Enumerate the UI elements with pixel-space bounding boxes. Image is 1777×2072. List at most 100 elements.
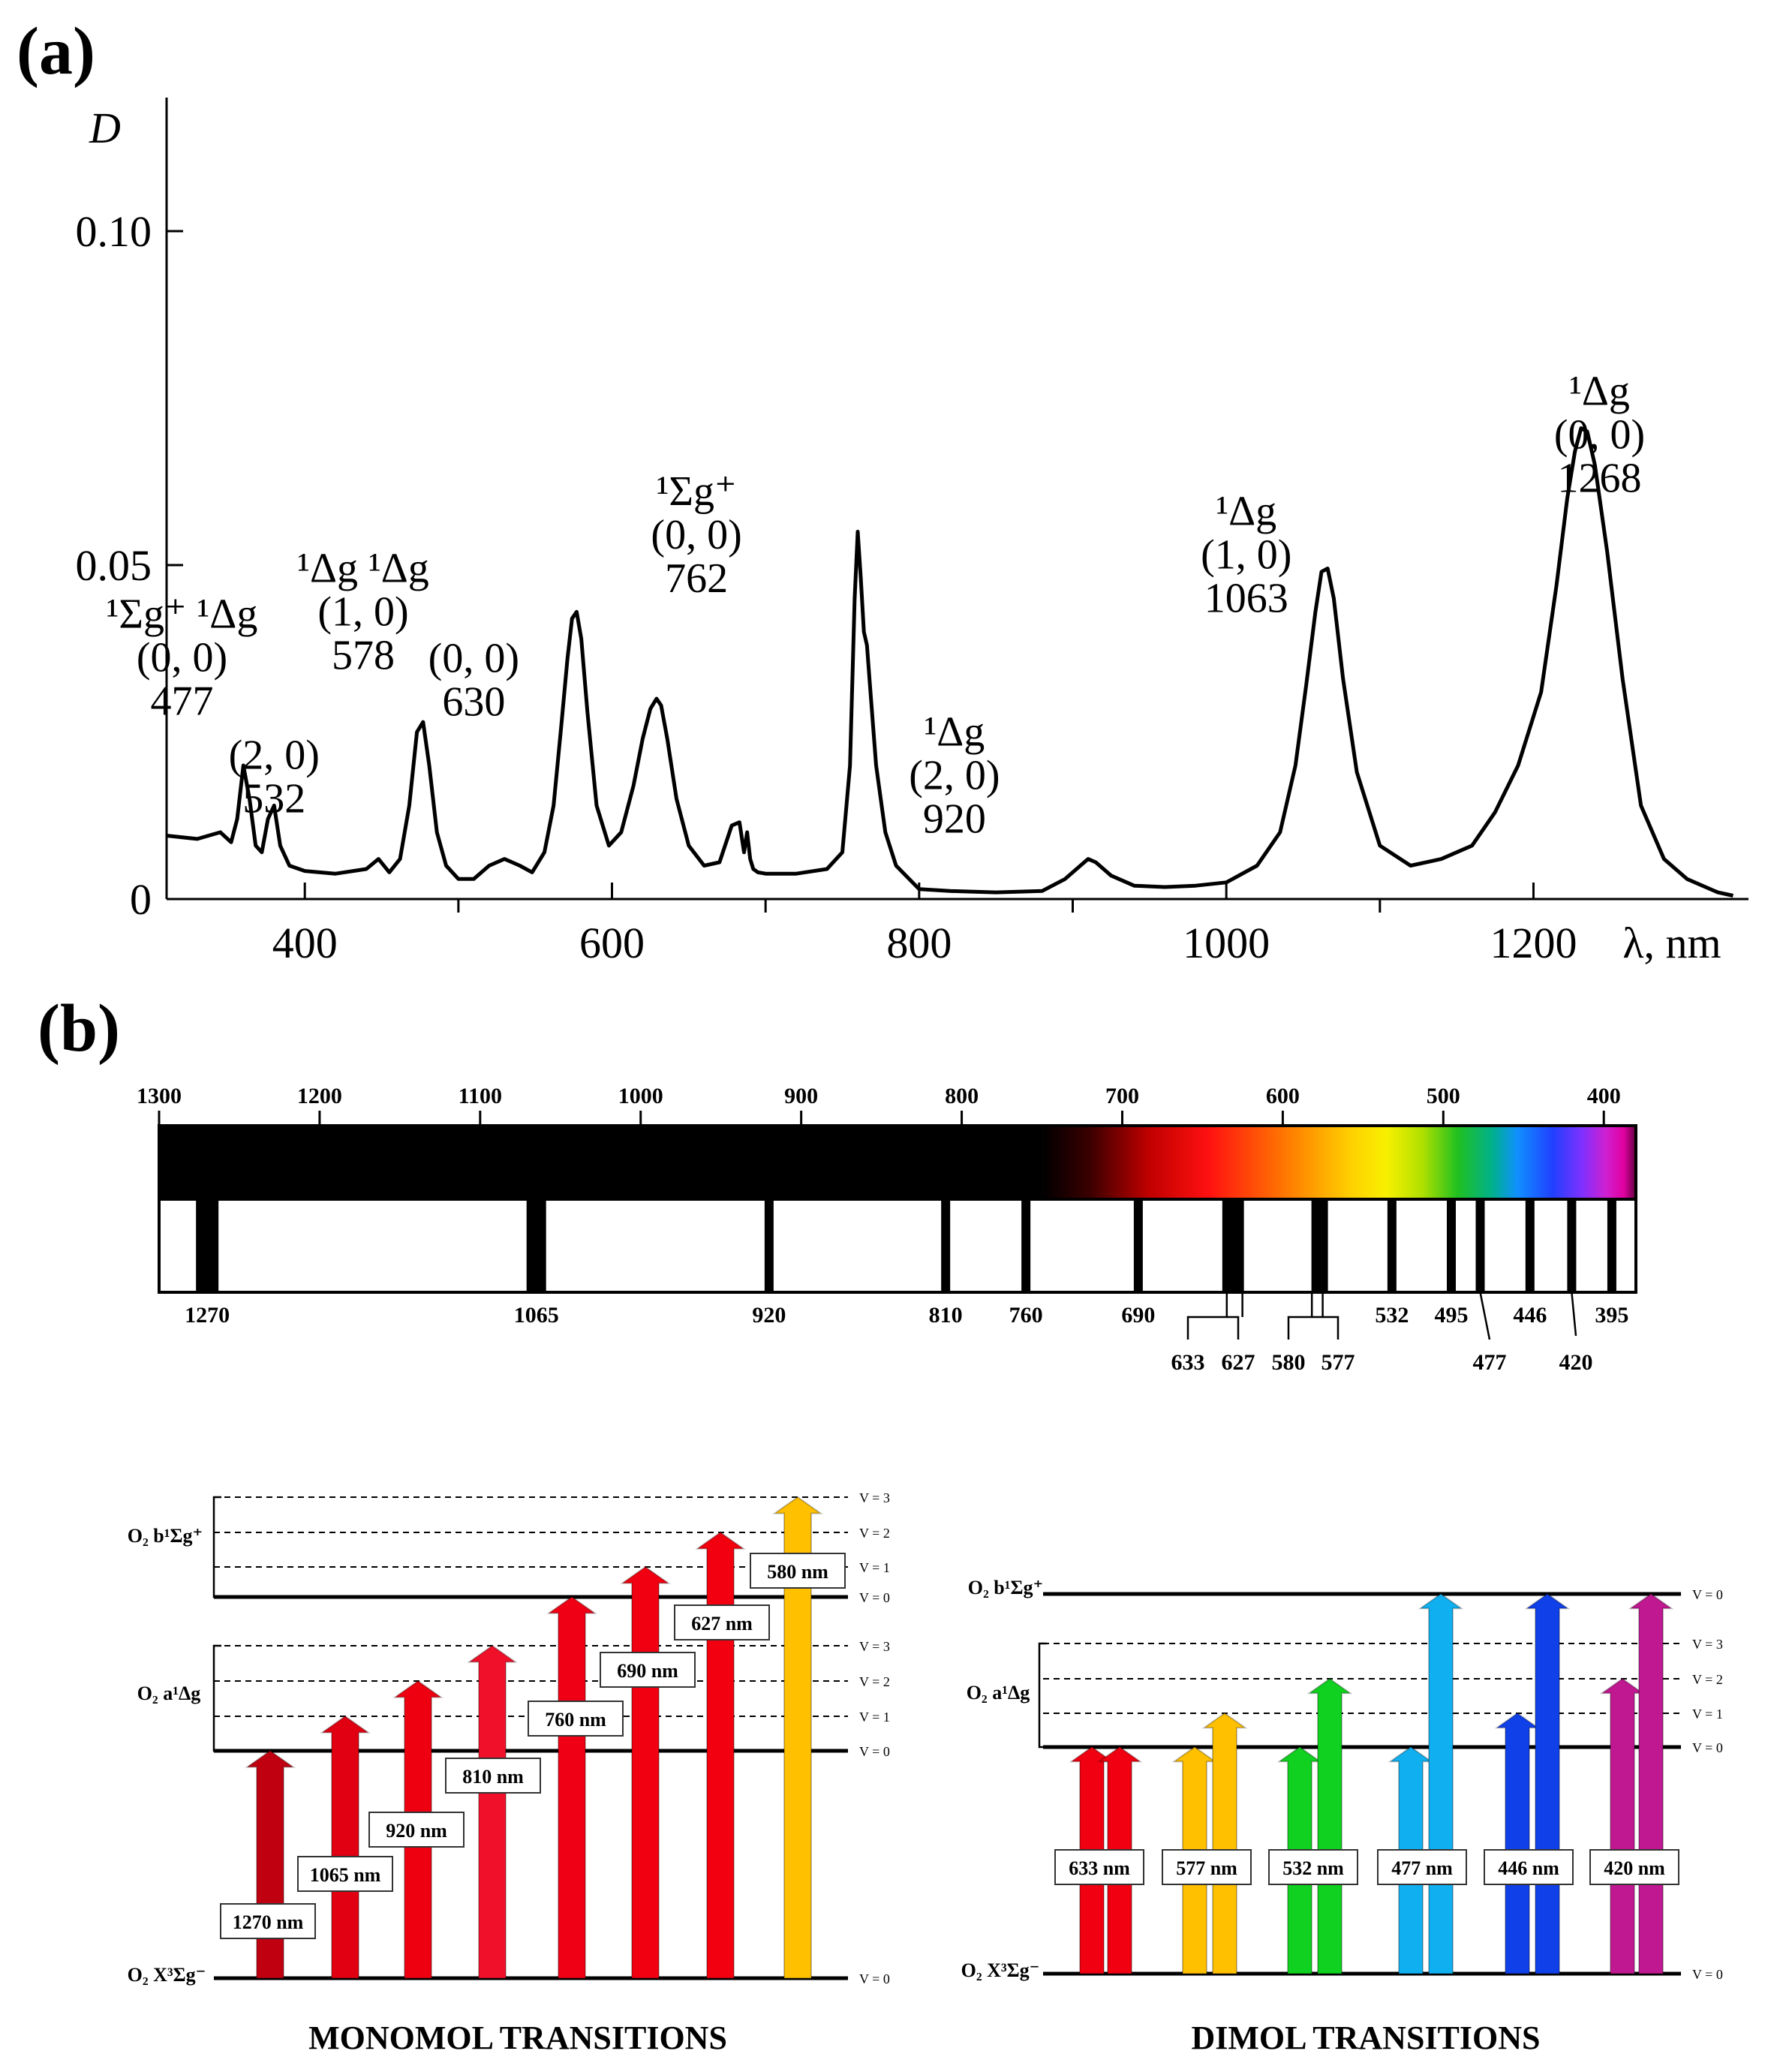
monomol-diagram: O₂ b¹Σg⁺ O₂ a¹Δg O₂ X³Σg⁻ V = 3 V = 2 V = 1 V … <box>128 1490 890 1986</box>
level-label: O₂ a¹Δg <box>137 1683 201 1704</box>
wavelength-label: 1270 nm <box>233 1911 304 1933</box>
wavelength-label: 420 nm <box>1604 1857 1665 1879</box>
x-tick-label: 1000 <box>1183 919 1270 967</box>
annotation-line: ¹Σg⁺ <box>657 468 737 515</box>
line-label: 532 <box>1375 1303 1409 1328</box>
peak-annotation: ¹Δg ¹Δg(1, 0)578 <box>297 545 429 678</box>
transition-arrow <box>320 1715 371 1979</box>
transition-arrow <box>695 1531 746 1979</box>
annotation-line: (1, 0) <box>317 588 408 635</box>
emission-line <box>526 1199 546 1292</box>
level-label: O₂ b¹Σg⁺ <box>968 1577 1044 1598</box>
wavelength-label: 810 nm <box>462 1766 524 1788</box>
line-label: 420 <box>1559 1350 1593 1375</box>
annotation-line: ¹Δg <box>1216 489 1276 535</box>
vibrational-label: V = 2 <box>1692 1672 1723 1687</box>
vibrational-label: V = 3 <box>859 1490 890 1505</box>
line-label: 580 <box>1272 1350 1306 1375</box>
label-leader <box>1571 1292 1577 1337</box>
y-tick-label: 0.10 <box>76 207 152 256</box>
scale-label: 1300 <box>137 1084 182 1108</box>
annotation-line: 1268 <box>1557 455 1641 501</box>
line-label: 810 <box>929 1303 963 1328</box>
bar-frame <box>158 1124 1637 1294</box>
level-label: O₂ X³Σg⁻ <box>128 1964 206 1986</box>
emission-line <box>1234 1199 1244 1292</box>
annotation-line: ¹Δg <box>1569 368 1630 414</box>
emission-line <box>1387 1199 1397 1292</box>
emission-line <box>1021 1199 1031 1292</box>
emission-line <box>1311 1199 1328 1292</box>
line-label: 477 <box>1473 1350 1507 1375</box>
label-leader <box>1479 1292 1491 1340</box>
dimol-title: DIMOL TRANSITIONS <box>1192 2019 1541 2056</box>
wavelength-box <box>674 1604 770 1640</box>
monomol-title: MONOMOL TRANSITIONS <box>308 2019 727 2056</box>
line-label: 577 <box>1321 1350 1355 1375</box>
label-bracket <box>1186 1292 1243 1340</box>
transition-arrow <box>1599 1677 1646 1974</box>
peak-annotation: ¹Σg⁺(0, 0)762 <box>651 468 741 602</box>
wavelength-box <box>750 1553 846 1589</box>
absorption-chart: 0 0.05 0.10 D 400 600 800 1000 1200 λ, nm ¹Σg⁺ ¹Δg… <box>76 98 1748 967</box>
panel-label-b: (b) <box>38 991 120 1066</box>
panel-label-a: (a) <box>17 14 95 89</box>
wavelength-label: 690 nm <box>617 1660 678 1682</box>
wavelength-label: 577 nm <box>1176 1857 1237 1879</box>
annotation-line: 578 <box>332 632 395 678</box>
annotation-line: 920 <box>923 795 986 842</box>
x-axis-label: λ, nm <box>1622 919 1721 967</box>
y-tick-label: 0 <box>130 875 152 924</box>
annotation-line: 630 <box>442 678 505 725</box>
annotation-line: (0, 0) <box>1554 411 1645 458</box>
line-box <box>158 1198 1637 1294</box>
scale-label: 400 <box>1587 1084 1621 1108</box>
line-label: 633 <box>1171 1350 1205 1375</box>
vibrational-label: V = 0 <box>859 1971 890 1986</box>
annotation-line: (1, 0) <box>1201 532 1291 579</box>
scale-label: 800 <box>945 1084 979 1108</box>
wavelength-label: 633 nm <box>1069 1857 1130 1879</box>
emission-line <box>941 1199 951 1292</box>
peak-annotation: (2, 0)532 <box>229 732 320 822</box>
vibrational-label: V = 0 <box>859 1744 890 1759</box>
wavelength-box <box>368 1812 465 1848</box>
vibrational-label: V = 2 <box>859 1526 890 1541</box>
transition-arrow <box>1524 1592 1571 1974</box>
level-brace <box>1038 1642 1047 1749</box>
line-label: 690 <box>1121 1303 1155 1328</box>
level-label: O₂ X³Σg⁻ <box>961 1959 1040 1981</box>
wavelength-label: 477 nm <box>1391 1857 1453 1879</box>
scale-label: 600 <box>1266 1084 1300 1108</box>
x-tick-label: 1200 <box>1490 919 1577 967</box>
wavelength-box <box>1162 1849 1252 1885</box>
annotation-line: (0, 0) <box>428 635 519 681</box>
annotation-line: 532 <box>242 775 305 822</box>
scale-label: 1200 <box>297 1084 342 1108</box>
scale-label: 700 <box>1105 1084 1139 1108</box>
annotation-line: (2, 0) <box>909 752 1000 798</box>
line-label: 1270 <box>185 1303 230 1328</box>
transition-arrow <box>772 1496 823 1979</box>
scale-label: 1000 <box>618 1084 663 1108</box>
wavelength-label: 580 nm <box>767 1561 828 1583</box>
vibrational-label: V = 0 <box>1692 1587 1723 1602</box>
y-axis-label: D <box>89 104 121 152</box>
wavelength-box <box>1054 1849 1144 1885</box>
transition-arrow <box>245 1749 296 1979</box>
wavelength-label: 532 nm <box>1282 1857 1344 1879</box>
line-label: 627 <box>1222 1350 1255 1375</box>
annotation-line: ¹Δg <box>925 708 985 755</box>
dimol-diagram: O₂ b¹Σg⁺ O₂ a¹Δg O₂ X³Σg⁻ V = 0 V = 3 V = 2 V … <box>961 1577 1723 1982</box>
emission-line <box>1567 1199 1577 1292</box>
line-label: 1065 <box>514 1303 559 1328</box>
line-label: 760 <box>1009 1303 1043 1328</box>
transition-arrow <box>546 1595 597 1979</box>
vibrational-label: V = 0 <box>1692 1740 1723 1755</box>
peak-annotation: (0, 0)630 <box>428 635 519 725</box>
annotation-line: (0, 0) <box>651 512 741 558</box>
wavelength-box <box>220 1903 316 1939</box>
spectrum-line <box>166 426 1734 898</box>
x-tick-label: 800 <box>886 919 952 967</box>
